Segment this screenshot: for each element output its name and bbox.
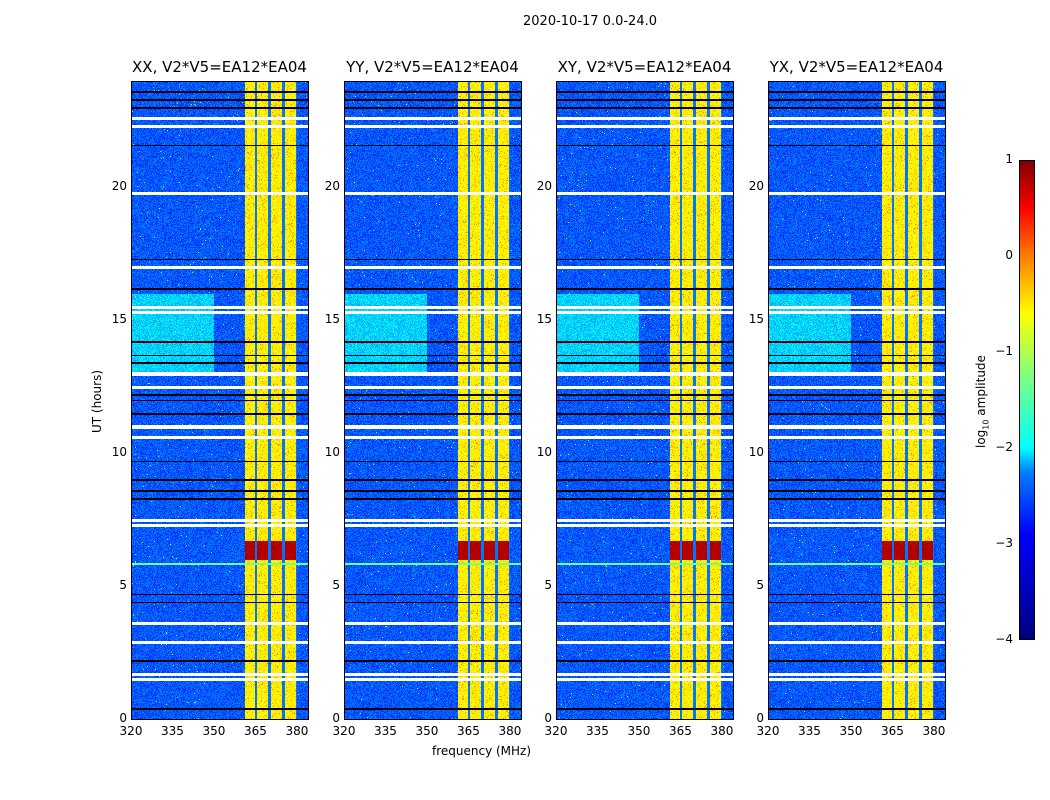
y-tick-label: 5 bbox=[332, 578, 340, 593]
y-tick-label: 10 bbox=[748, 445, 764, 460]
x-tick-label: 350 bbox=[627, 724, 651, 738]
y-tick-label: 0 bbox=[756, 711, 764, 725]
x-tick-label: 365 bbox=[881, 724, 904, 738]
axes-frame bbox=[556, 81, 734, 720]
colorbar-label-part: 10 bbox=[981, 419, 991, 430]
x-tick-label: 365 bbox=[669, 724, 692, 738]
x-tick-label: 320 bbox=[119, 724, 143, 738]
x-tick-label: 380 bbox=[922, 724, 946, 738]
y-tick-label: 0 bbox=[119, 711, 127, 725]
heatmap-1 bbox=[344, 81, 521, 719]
heatmap-2 bbox=[556, 81, 733, 719]
y-tick-label: 20 bbox=[536, 179, 552, 194]
panel-title: YX, V2*V5=EA12*EA04 bbox=[769, 58, 944, 76]
colorbar-tick-label: −2 bbox=[995, 440, 1013, 454]
figure-title: 2020-10-17 0.0-24.0 bbox=[523, 14, 657, 29]
y-tick-label: 15 bbox=[536, 312, 552, 327]
colorbar-label-part: log bbox=[974, 429, 988, 448]
panel-title: XY, V2*V5=EA12*EA04 bbox=[557, 58, 732, 76]
x-tick-label: 335 bbox=[586, 724, 609, 738]
x-tick-label: 365 bbox=[457, 724, 480, 738]
y-tick-label: 20 bbox=[324, 179, 340, 194]
y-tick-label: 10 bbox=[324, 445, 340, 460]
x-axis-label: frequency (MHz) bbox=[432, 744, 532, 758]
y-tick-label: 10 bbox=[536, 445, 552, 460]
x-tick-label: 320 bbox=[332, 724, 356, 738]
y-tick-label: 20 bbox=[748, 179, 764, 194]
heatmap-3 bbox=[768, 81, 945, 719]
x-tick-label: 350 bbox=[839, 724, 863, 738]
colorbar-tick-label: 0 bbox=[1005, 248, 1013, 262]
axes-frame bbox=[131, 81, 309, 720]
axes-frame bbox=[768, 81, 946, 720]
panel-title: YY, V2*V5=EA12*EA04 bbox=[346, 58, 519, 76]
x-tick-label: 380 bbox=[285, 724, 309, 738]
x-tick-label: 320 bbox=[756, 724, 780, 738]
y-tick-label: 0 bbox=[544, 711, 552, 725]
x-tick-label: 335 bbox=[798, 724, 821, 738]
x-tick-label: 335 bbox=[161, 724, 184, 738]
colorbar-label-part: amplitude bbox=[974, 355, 988, 420]
x-tick-label: 350 bbox=[415, 724, 439, 738]
axes-frame bbox=[344, 81, 522, 720]
colorbar bbox=[1019, 160, 1035, 640]
y-tick-label: 5 bbox=[756, 578, 764, 593]
x-tick-label: 365 bbox=[244, 724, 267, 738]
colorbar-tick-label: −4 bbox=[995, 632, 1013, 646]
colorbar-tick-label: −1 bbox=[995, 344, 1013, 358]
y-tick-label: 20 bbox=[111, 179, 127, 194]
y-tick-label: 0 bbox=[332, 711, 340, 725]
x-tick-label: 380 bbox=[498, 724, 522, 738]
colorbar-tick-label: 1 bbox=[1005, 152, 1013, 166]
y-axis-label: UT (hours) bbox=[90, 369, 104, 433]
heatmap-0 bbox=[131, 81, 308, 719]
y-tick-label: 15 bbox=[324, 312, 340, 327]
y-tick-label: 10 bbox=[111, 445, 127, 460]
y-tick-label: 15 bbox=[748, 312, 764, 327]
panel-title: XX, V2*V5=EA12*EA04 bbox=[132, 58, 307, 76]
x-tick-label: 350 bbox=[202, 724, 226, 738]
colorbar-tick-label: −3 bbox=[995, 536, 1013, 550]
y-tick-label: 5 bbox=[119, 578, 127, 593]
x-tick-label: 380 bbox=[710, 724, 734, 738]
y-tick-label: 15 bbox=[111, 312, 127, 327]
y-tick-label: 5 bbox=[544, 578, 552, 593]
colorbar-label: log10 amplitude bbox=[974, 355, 990, 448]
x-tick-label: 320 bbox=[544, 724, 568, 738]
x-tick-label: 335 bbox=[374, 724, 397, 738]
